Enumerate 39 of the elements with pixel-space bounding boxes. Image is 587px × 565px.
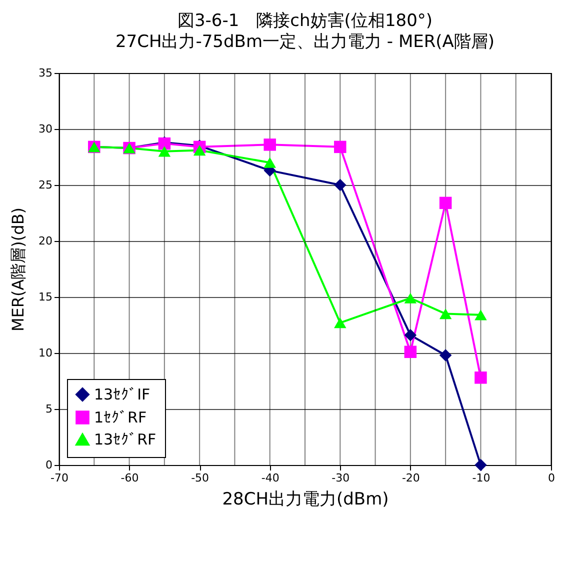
y-tick-label: 5 — [46, 402, 52, 416]
point — [158, 146, 171, 157]
x-tick-label: -20 — [402, 472, 420, 484]
point — [404, 328, 417, 342]
point — [334, 140, 346, 154]
x-tick-label: -60 — [120, 472, 139, 484]
y-tick-label: 20 — [38, 234, 52, 248]
point — [404, 292, 417, 304]
legend-label: 13ｾｸﾞIF — [94, 386, 150, 404]
y-tick-label: 25 — [38, 178, 52, 192]
x-tick-label: -30 — [332, 472, 350, 484]
x-tick-label: -50 — [191, 472, 210, 484]
point — [264, 157, 276, 168]
point — [439, 308, 452, 320]
point — [334, 178, 346, 192]
legend-label: 13ｾｸﾞRF — [94, 430, 156, 448]
y-tick-label: 0 — [46, 458, 52, 472]
point — [439, 196, 452, 210]
point — [474, 372, 487, 384]
x-tick-label: 0 — [548, 472, 555, 484]
y-axis-title: MER(A階層)(dB) — [8, 207, 28, 332]
legend-label: 1ｾｸﾞRF — [94, 408, 147, 426]
y-tick-label: 15 — [38, 290, 52, 304]
point — [404, 346, 417, 358]
chart-title: 図3-6-1 隣接ch妨害(位相180°) — [177, 11, 433, 31]
x-tick-label: -70 — [50, 472, 68, 484]
point — [334, 317, 346, 328]
y-tick-label: 30 — [38, 122, 52, 136]
x-tick-label: -40 — [261, 472, 280, 484]
y-tick-label: 10 — [38, 346, 52, 360]
chart-subtitle: 27CH出力-75dBm一定、出力電力 - MER(A階層) — [115, 32, 495, 52]
x-axis-title: 28CH出力電力(dBm) — [222, 490, 389, 510]
point — [264, 138, 276, 151]
point — [439, 349, 452, 362]
point — [474, 310, 487, 320]
point — [193, 144, 206, 156]
x-tick-label: -10 — [472, 472, 490, 484]
point — [474, 458, 487, 472]
y-tick-label: 35 — [38, 66, 52, 80]
